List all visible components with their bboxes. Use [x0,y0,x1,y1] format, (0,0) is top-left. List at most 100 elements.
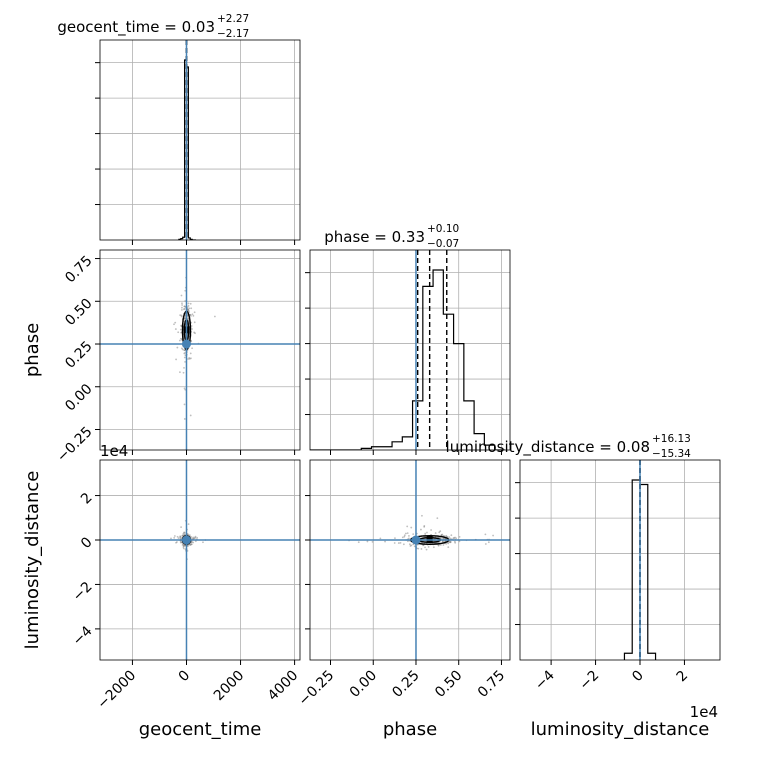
sample-point [484,543,487,545]
sample-point [196,536,198,539]
sample-point [406,525,409,528]
sample-point [174,328,177,330]
tick-label-y: 0.00 [62,381,95,414]
panel-plot-area [310,460,510,660]
sample-point [175,358,177,361]
sample-point [409,545,412,547]
sample-point [183,403,186,406]
sample-point [454,536,456,539]
tick-label-y: −2 [70,579,96,605]
sample-point [484,533,487,536]
panel-plot-area [520,460,720,660]
tick-label-x: 2000 [211,668,248,705]
sample-point [371,540,374,543]
sample-point [417,547,420,550]
sample-point [189,302,192,305]
sample-point [458,540,461,543]
sample-point [426,531,428,534]
tick-label-x: 0 [629,668,647,686]
sample-point [179,328,182,331]
sample-point [213,315,216,318]
sample-point [170,537,172,540]
tick-label-x: 0.50 [432,668,465,701]
sample-point [192,537,194,540]
sample-point [178,339,181,342]
sample-point [450,534,453,537]
tick-label-y: 0.75 [62,253,95,286]
sample-point [422,544,424,547]
sample-point [189,357,192,360]
sample-point [420,548,423,550]
tick-label-x: −2 [576,668,602,694]
tick-label-y: 2 [78,490,96,508]
sample-point [424,532,427,535]
sample-point [420,528,422,531]
sample-point [190,535,192,538]
sample-point [430,529,433,531]
sample-point [403,534,406,537]
sample-point [432,546,435,549]
sample-point [179,371,181,374]
sample-point [176,346,179,349]
sample-point [183,307,186,310]
sample-point [184,360,186,363]
panel-title-sup: +16.13 [652,433,691,445]
sample-point [180,314,183,317]
sample-point [190,315,192,317]
sample-point [401,536,404,539]
sample-point [181,348,184,351]
sample-point [180,337,182,340]
offset-text-y: 1e4 [100,442,128,460]
sample-point [454,541,457,544]
tick-label-x: 0 [176,668,194,686]
panel-title-sub: −2.17 [217,28,249,40]
sample-point [447,541,449,544]
tick-label-x: −2000 [94,668,139,713]
panel-plot-area [100,250,300,450]
sample-point [190,307,193,310]
tick-label-y: 0.50 [62,296,95,329]
sample-point [424,546,426,549]
sample-point [408,543,411,546]
panel-geocent_time-geocent_time: geocent_time = 0.03 +2.27 −2.17 [57,13,301,245]
panel-frame [99,39,301,241]
sample-point [179,535,182,538]
histogram-geocent_time [178,59,196,240]
sample-point [173,323,175,326]
tick-label-y: 0.25 [62,338,95,371]
sample-point [439,544,442,546]
panel-frame [99,459,301,661]
axis-label-x-geocent_time: geocent_time [139,719,262,740]
panel-title-sup: +2.27 [217,13,249,25]
panel-title-phase: phase = 0.33 [324,228,425,246]
sample-point [190,325,193,327]
truth-marker [181,339,191,349]
sample-point [182,547,185,550]
sample-point [189,414,192,417]
sample-point [173,536,176,539]
sample-point [191,347,194,350]
sample-point [191,328,193,330]
sample-point [183,366,185,369]
tick-label-y: 0 [78,534,96,552]
sample-point [175,541,177,544]
panel-title-luminosity_distance: luminosity_distance = 0.08 [446,438,650,457]
truth-marker [181,535,191,545]
panel-luminosity_distance-luminosity_distance: luminosity_distance = 0.08 +16.13 −15.34 −4… [446,433,721,740]
axis-label-y-luminosity_distance: luminosity_distance [22,471,43,650]
sample-point [180,294,183,297]
sample-point [173,535,176,537]
sample-point [413,545,416,548]
panel-frame [99,249,301,451]
panel-plot-area [310,250,510,450]
axis-label-x-luminosity_distance: luminosity_distance [531,719,710,740]
panel-frame [309,249,511,451]
panel-geocent_time-luminosity_distance: −2000 0 2000 4000geocent_time−4−202luminosi… [22,442,301,740]
tick-label-x: 0.75 [475,668,508,701]
sample-point [181,534,184,537]
axis-label-y-phase: phase [22,323,43,377]
sample-point [181,306,183,309]
sample-point [412,533,415,536]
sample-point [190,543,193,546]
